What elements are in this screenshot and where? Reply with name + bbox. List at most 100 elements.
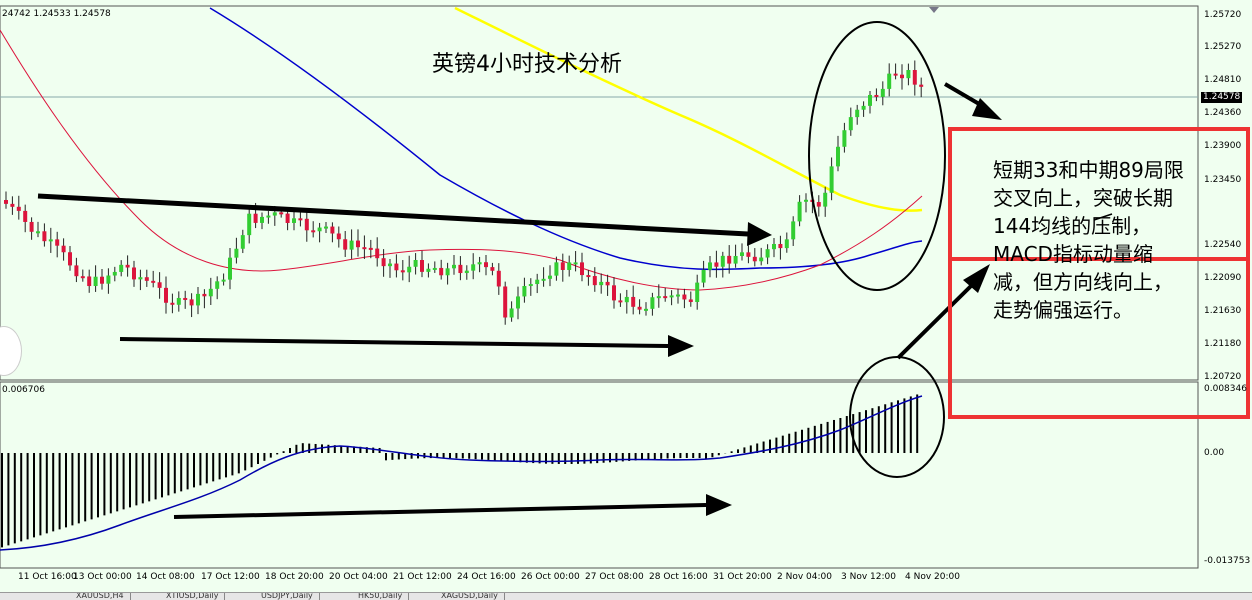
tiny-arrow	[1093, 213, 1113, 221]
chart-title: 英镑4小时技术分析	[432, 52, 622, 77]
candle-body	[656, 296, 661, 299]
candle-body	[733, 255, 738, 264]
price-tick: 1.24360	[1204, 108, 1242, 118]
candle-body	[298, 218, 303, 221]
price-tick: 1.25270	[1204, 42, 1242, 52]
candle-body	[452, 264, 456, 269]
ohlc-readout: 24742 1.24533 1.24578	[2, 9, 111, 19]
annotation-line: 走势偏强运行。	[993, 298, 1133, 322]
candle-body	[228, 257, 232, 280]
candle-body	[330, 226, 335, 234]
candle-body	[292, 218, 296, 223]
analysis-annotation: 短期33和中期89局限 交叉向上，突破长期 144均线的压制， MACD指标动量…	[993, 156, 1245, 324]
ma-short-33	[0, 29, 923, 291]
candle-body	[509, 308, 514, 318]
candle-body	[490, 267, 495, 271]
candle-body	[304, 218, 309, 231]
candle-body	[208, 288, 213, 297]
candle-body	[285, 213, 290, 223]
candle-body	[394, 263, 399, 271]
candle-body	[29, 221, 34, 232]
candle-body	[119, 264, 124, 272]
candle-body	[605, 281, 610, 286]
candle-body	[893, 73, 898, 76]
annotation-line: 144均线的压制，	[993, 214, 1152, 238]
time-tick: 13 Oct 00:00	[73, 572, 132, 582]
macd-panel	[0, 381, 1199, 569]
candle-body	[183, 297, 188, 300]
chart-tab-xtiusd[interactable]: XTIUSD,Daily	[160, 593, 226, 600]
candle-body	[42, 231, 47, 242]
pointer-arrow-bottom-head	[963, 264, 990, 293]
candle-body	[362, 247, 367, 250]
chart-tab-xagusd[interactable]: XAGUSD,Daily	[435, 593, 505, 600]
candle-body	[554, 262, 559, 276]
candle-body	[887, 73, 892, 89]
candle-body	[586, 275, 591, 278]
candle-body	[445, 268, 450, 276]
candle-body	[164, 287, 168, 303]
candle-body	[714, 262, 719, 267]
candle-body	[138, 277, 143, 280]
trend-arrow-macd	[173, 503, 707, 519]
candle-body	[458, 264, 463, 274]
candle-body	[176, 297, 181, 305]
time-tick: 26 Oct 00:00	[521, 572, 580, 582]
candle-body	[253, 213, 258, 223]
chart-tab-xauusd[interactable]: XAUUSD,H4	[70, 593, 131, 600]
candle-body	[471, 264, 476, 271]
time-tick: 18 Oct 20:00	[265, 572, 324, 582]
candlestick-series	[4, 60, 924, 325]
candle-body	[592, 276, 597, 286]
candle-body	[624, 296, 629, 303]
candle-body	[644, 308, 648, 311]
chart-shift-marker[interactable]	[929, 7, 939, 13]
chart-tab-hk50[interactable]: HK50,Daily	[352, 593, 410, 600]
time-tick: 31 Oct 20:00	[713, 572, 772, 582]
candle-body	[74, 265, 79, 277]
time-tick: 20 Oct 04:00	[329, 572, 388, 582]
chart-tab-usdjpy[interactable]: USDJPY,Daily	[255, 593, 320, 600]
candle-body	[464, 270, 469, 274]
candle-body	[170, 302, 175, 305]
candle-body	[413, 260, 418, 267]
price-tick: 1.23450	[1204, 175, 1242, 185]
candle-body	[516, 296, 520, 309]
candle-body	[426, 268, 431, 272]
candle-body	[746, 252, 751, 257]
time-tick: 2 Nov 04:00	[777, 572, 832, 582]
candle-body	[861, 105, 866, 110]
candle-body	[215, 281, 220, 289]
time-tick: 24 Oct 16:00	[457, 572, 516, 582]
candle-body	[375, 248, 380, 259]
candle-body	[407, 266, 412, 273]
candle-body	[16, 206, 21, 211]
candle-body	[343, 239, 348, 250]
candle-body	[368, 247, 373, 250]
candle-body	[720, 255, 725, 267]
trend-arrow-macd-head	[706, 494, 732, 516]
candle-body	[618, 300, 623, 303]
candle-body	[580, 262, 584, 276]
candle-body	[900, 74, 904, 79]
candle-body	[144, 277, 149, 281]
candle-body	[688, 299, 693, 303]
candle-body	[528, 284, 533, 287]
candle-body	[669, 295, 674, 298]
price-tick: 1.22090	[1204, 273, 1242, 283]
candle-body	[260, 216, 264, 223]
candle-body	[196, 293, 200, 306]
time-tick: 11 Oct 16:00	[18, 572, 77, 582]
price-tick: 1.21630	[1204, 306, 1242, 316]
time-tick: 28 Oct 16:00	[649, 572, 708, 582]
highlight-circle-price	[808, 21, 946, 291]
candle-body	[906, 70, 911, 79]
macd-tick: -0.013753	[1204, 556, 1251, 566]
highlight-circle-macd	[849, 356, 945, 478]
candle-body	[189, 299, 194, 306]
candle-body	[541, 278, 546, 281]
time-tick: 27 Oct 08:00	[585, 572, 644, 582]
candle-body	[10, 203, 15, 207]
candle-body	[855, 109, 860, 118]
macd-histogram	[1, 394, 919, 548]
